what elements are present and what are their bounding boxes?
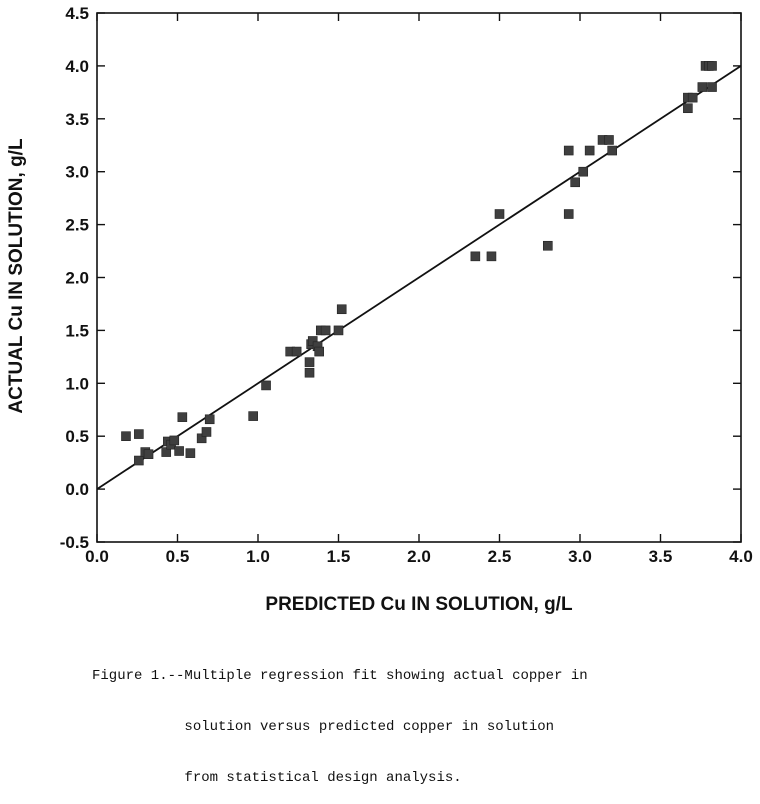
data-point: [578, 166, 589, 177]
data-points: [121, 61, 717, 466]
data-point: [604, 135, 614, 145]
x-tick-label: 2.5: [488, 547, 512, 566]
data-point: [486, 251, 497, 262]
data-point: [248, 411, 258, 421]
y-tick-label: -0.5: [60, 533, 89, 552]
y-tick-label: 3.0: [65, 163, 89, 182]
x-axis-label: PREDICTED Cu IN SOLUTION, g/L: [265, 594, 573, 615]
data-point: [185, 448, 196, 458]
regression-line: [96, 65, 742, 490]
y-tick-label: 1.5: [65, 321, 89, 340]
x-tick-label: 3.0: [568, 547, 592, 566]
x-tick-label: 3.5: [649, 547, 673, 566]
data-point: [134, 455, 144, 466]
data-point: [169, 435, 180, 446]
data-point: [542, 240, 553, 251]
data-point: [707, 82, 717, 92]
y-tick-label: 0.0: [65, 480, 89, 499]
data-point: [304, 357, 315, 367]
data-point: [143, 449, 154, 459]
x-tick-label: 0.5: [166, 547, 190, 566]
axis-ticks: 0.0 0.5 1.0 1.5 2.0 2.5 3.0 3.5 4.0-0.50.00.51.0…: [60, 4, 753, 566]
y-tick-label: 4.0: [65, 57, 89, 76]
data-point: [121, 431, 131, 442]
x-tick-label: 1.0: [246, 547, 270, 566]
y-tick-label: 0.5: [65, 427, 89, 446]
data-point: [307, 336, 318, 346]
y-tick-label: 2.0: [65, 269, 89, 288]
x-tick-label: 4.0: [729, 547, 753, 566]
data-point: [320, 325, 331, 336]
data-point: [563, 145, 574, 156]
y-tick-label: 2.5: [65, 216, 89, 235]
caption-line: from statistical design analysis.: [92, 770, 462, 786]
data-point: [261, 380, 271, 391]
scatter-chart: 0.0 0.5 1.0 1.5 2.0 2.5 3.0 3.5 4.0-0.50.00.51.0…: [6, 4, 753, 615]
data-point: [161, 447, 172, 457]
data-point: [204, 414, 215, 425]
data-point: [336, 304, 347, 315]
y-tick-label: 4.5: [65, 4, 89, 23]
data-point: [697, 82, 708, 92]
data-point: [304, 367, 315, 378]
x-tick-label: 0.0: [85, 547, 109, 566]
data-point: [683, 103, 693, 114]
x-tick-label: 1.5: [327, 547, 351, 566]
data-point: [196, 433, 207, 444]
data-point: [314, 346, 324, 357]
data-point: [201, 427, 212, 437]
data-point: [177, 412, 188, 422]
data-point: [333, 325, 344, 336]
data-point: [563, 209, 574, 219]
data-point: [707, 61, 717, 71]
data-point: [174, 446, 184, 456]
caption-line: solution versus predicted copper in solu…: [92, 719, 555, 735]
data-point: [134, 429, 144, 439]
data-point: [470, 251, 481, 262]
y-tick-label: 3.5: [65, 110, 89, 129]
data-point: [584, 145, 595, 156]
caption-line: Figure 1.--Multiple regression fit showi…: [92, 668, 588, 684]
data-point: [607, 145, 618, 156]
figure-caption: Figure 1.--Multiple regression fit showi…: [92, 634, 752, 804]
y-axis-label: ACTUAL Cu IN SOLUTION, g/L: [6, 138, 27, 414]
data-point: [570, 177, 580, 188]
data-point: [291, 346, 302, 357]
y-tick-label: 1.0: [65, 374, 89, 393]
data-point: [687, 92, 698, 103]
x-tick-label: 2.0: [407, 547, 431, 566]
data-point: [494, 209, 505, 219]
regression-fit-layer: [96, 65, 742, 490]
